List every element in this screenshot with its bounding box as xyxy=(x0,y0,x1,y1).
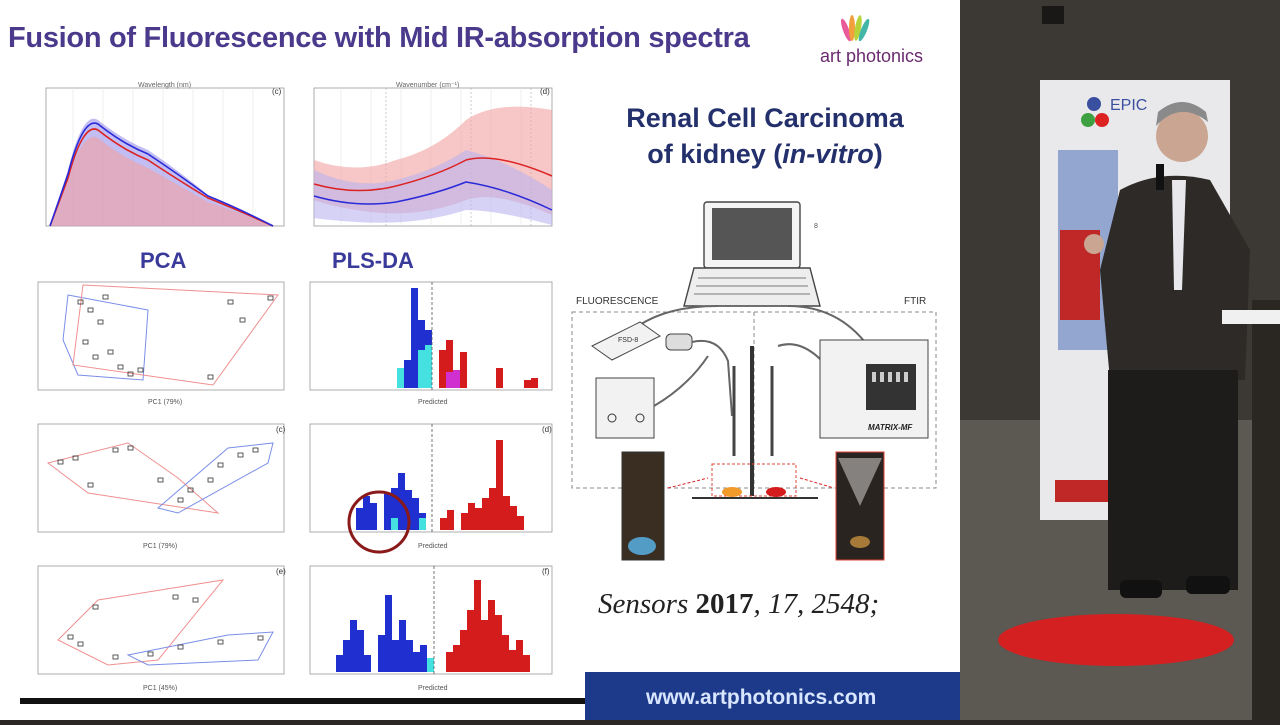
plsda-histogram-3: (f) Predicted xyxy=(309,565,553,692)
footer-bar xyxy=(585,672,960,720)
ir-absorption-spectrum-plot: Wavenumber (cm⁻¹) (d) xyxy=(313,82,553,227)
plot-a-tag: (c) xyxy=(272,87,282,96)
svg-text:8: 8 xyxy=(814,223,818,230)
pca-3-tag: (e) xyxy=(276,567,286,576)
plot-a-title: Wavelength (nm) xyxy=(138,82,191,89)
case-title-line2: of kidney (in-vitro) xyxy=(647,139,883,169)
presentation-slide: Fusion of Fluorescence with Mid IR-absor… xyxy=(0,0,960,720)
pls-3-tag: (f) xyxy=(542,567,550,576)
light-source-icon xyxy=(595,377,655,439)
case-title: Renal Cell Carcinoma of kidney (in-vitro… xyxy=(580,100,950,172)
matrix-spectrometer-icon: MATRIX-MF xyxy=(819,339,929,439)
pca-2-xlabel: PC1 (79%) xyxy=(143,543,177,550)
stage-scene: EPIC xyxy=(960,0,1280,720)
fsd-device-icon: FSD-8 xyxy=(591,321,661,361)
stage-video-feed: EPIC xyxy=(960,0,1280,720)
svg-text:FSD-8: FSD-8 xyxy=(618,337,638,344)
footer-url[interactable]: www.artphotonics.com xyxy=(646,686,877,709)
probe-assembly-icon xyxy=(692,346,818,499)
plot-b-tag: (d) xyxy=(540,87,550,96)
pls-2-tag: (d) xyxy=(542,425,552,434)
pca-scatter-plot-1: PC1 (79%) xyxy=(37,281,285,406)
citation: Sensors 2017, 17, 2548; xyxy=(598,588,880,620)
highlight-circle xyxy=(347,490,411,554)
pca-label: PCA xyxy=(140,248,187,273)
logo-petals-icon xyxy=(841,15,870,42)
pls-3-xlabel: Predicted xyxy=(418,685,448,692)
pca-scatter-plot-3: (e) PC1 (45%) xyxy=(37,565,286,692)
red-carpet-circle xyxy=(998,614,1234,666)
pca-1-xlabel: PC1 (79%) xyxy=(148,399,182,406)
ftir-label: FTIR xyxy=(904,296,926,307)
experimental-setup-diagram: 8 FLUORESCENCE FTIR FSD-8 xyxy=(571,201,937,561)
brand-logo-text: art photonics xyxy=(820,46,924,66)
svg-text:MATRIX-MF: MATRIX-MF xyxy=(868,423,913,432)
fluorescence-label: FLUORESCENCE xyxy=(576,296,659,307)
plsda-histogram-2: (d) Predicted xyxy=(309,423,553,554)
pls-1-xlabel: Predicted xyxy=(418,399,448,406)
plsda-label: PLS-DA xyxy=(332,248,414,273)
laptop-icon: 8 xyxy=(683,201,821,307)
speaker-figure xyxy=(1084,102,1250,598)
plsda-histogram-1: Predicted xyxy=(309,281,553,406)
pca-2-tag: (c) xyxy=(276,425,286,434)
bottom-black-line xyxy=(20,698,585,704)
pls-2-xlabel: Predicted xyxy=(418,543,448,550)
slide-title: Fusion of Fluorescence with Mid IR-absor… xyxy=(8,22,750,54)
pca-scatter-plot-2: (c) PC1 (79%) xyxy=(37,423,286,550)
fluorescence-spectrum-plot: Wavelength (nm) (c) xyxy=(45,82,285,227)
case-title-line1: Renal Cell Carcinoma xyxy=(626,103,904,133)
plot-b-title: Wavenumber (cm⁻¹) xyxy=(396,82,459,89)
pca-3-xlabel: PC1 (45%) xyxy=(143,685,177,692)
banner-text: EPIC xyxy=(1110,97,1147,114)
